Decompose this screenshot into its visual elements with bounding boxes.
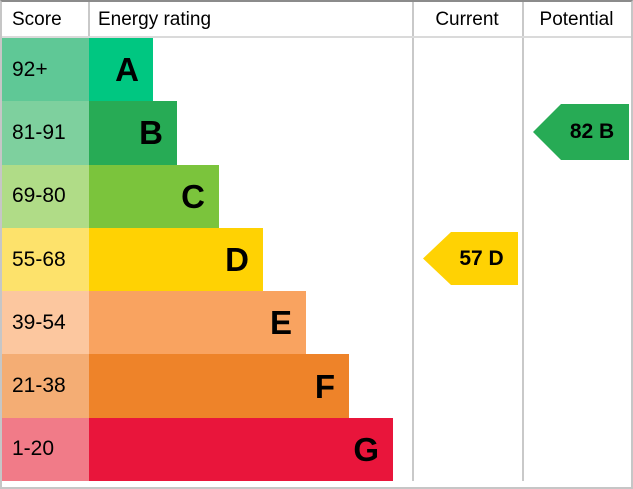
band-row-a: 92+ A: [2, 38, 410, 102]
band-letter-e: E: [269, 304, 292, 342]
band-row-f: 21-38 F: [2, 354, 410, 418]
header-potential: Potential: [539, 9, 614, 30]
current-rating-arrow: 57 D: [423, 232, 518, 285]
header-bottom-rule: [2, 36, 631, 38]
score-range-a: 92+: [12, 57, 48, 81]
potential-column-divider: [522, 2, 524, 481]
energy-bar-d: D: [89, 227, 263, 292]
energy-bar-c: C: [89, 164, 219, 228]
band-row-d: 55-68 D: [2, 227, 410, 292]
band-row-g: 1-20 G: [2, 417, 410, 482]
band-rows: 92+ A 81-91 B 69-80 C 55-68 D 39-54 E 21…: [2, 38, 410, 482]
energy-bar-f: F: [89, 354, 349, 418]
header-score: Score: [12, 9, 62, 30]
current-column-divider: [412, 2, 414, 481]
score-cell-e: 39-54: [2, 291, 89, 355]
score-cell-f: 21-38: [2, 354, 89, 418]
energy-bar-e: E: [89, 291, 306, 355]
band-letter-b: B: [139, 114, 163, 152]
band-row-e: 39-54 E: [2, 291, 410, 355]
score-range-e: 39-54: [12, 310, 66, 334]
score-cell-c: 69-80: [2, 164, 89, 228]
band-letter-g: G: [353, 430, 379, 468]
band-letter-a: A: [115, 51, 139, 89]
potential-rating-arrow: 82 B: [533, 104, 629, 160]
energy-bar-a: A: [89, 38, 153, 102]
band-letter-f: F: [314, 367, 335, 405]
score-cell-b: 81-91: [2, 101, 89, 165]
band-row-c: 69-80 C: [2, 164, 410, 228]
score-range-b: 81-91: [12, 120, 66, 144]
band-letter-c: C: [181, 177, 205, 215]
energy-bar-g: G: [89, 417, 393, 482]
header-energy-rating: Energy rating: [98, 9, 212, 30]
band-row-b: 81-91 B: [2, 101, 410, 165]
score-cell-d: 55-68: [2, 227, 89, 292]
score-column-divider: [88, 2, 90, 38]
score-cell-a: 92+: [2, 38, 89, 102]
score-range-d: 55-68: [12, 247, 66, 271]
energy-bar-b: B: [89, 101, 177, 165]
score-range-c: 69-80: [12, 184, 66, 208]
band-letter-d: D: [225, 241, 249, 279]
current-rating-label: 57 D: [459, 246, 504, 270]
potential-rating-label: 82 B: [569, 120, 615, 143]
score-cell-g: 1-20: [2, 417, 89, 482]
score-range-f: 21-38: [12, 374, 66, 398]
header-current: Current: [435, 9, 499, 30]
score-range-g: 1-20: [12, 437, 55, 461]
